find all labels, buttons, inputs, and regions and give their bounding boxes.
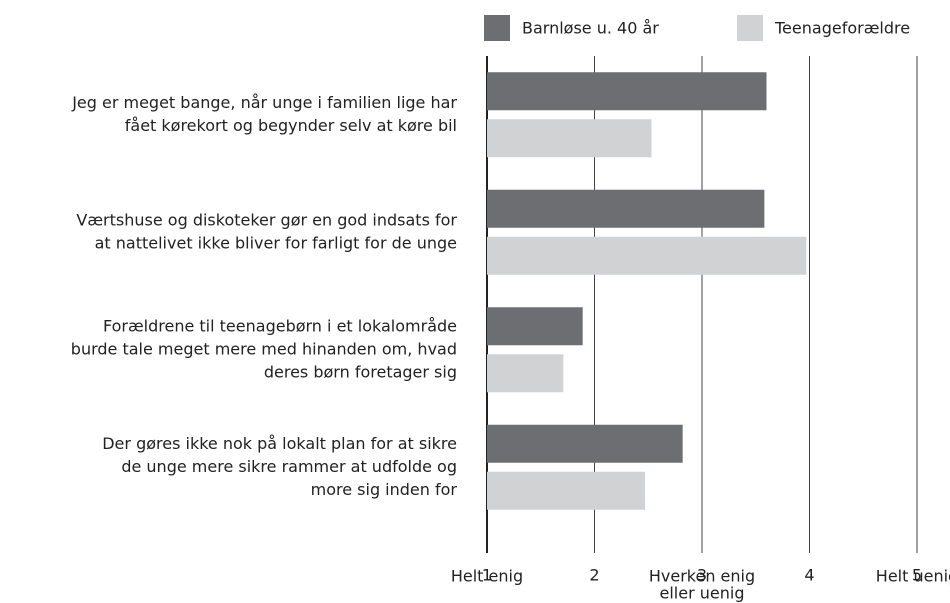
- bar: [487, 119, 652, 158]
- category-label: de unge mere sikre rammer at udfolde og: [121, 457, 457, 476]
- bar: [487, 354, 564, 393]
- scale-label: Helt enig: [451, 567, 523, 586]
- legend-label: Teenageforældre: [774, 19, 910, 38]
- category-label: more sig inden for: [311, 480, 458, 499]
- x-tick-label: 2: [589, 566, 599, 585]
- category-label: burde tale meget mere med hinanden om, h…: [71, 339, 457, 358]
- category-label: Der gøres ikke nok på lokalt plan for at…: [102, 434, 457, 453]
- x-tick-label: 5: [912, 566, 922, 585]
- bar: [487, 471, 646, 510]
- legend-label: Barnløse u. 40 år: [522, 19, 659, 38]
- legend-swatch: [737, 15, 763, 41]
- legend-swatch: [484, 15, 510, 41]
- bar: [487, 236, 807, 275]
- category-label: Jeg er meget bange, når unge i familien …: [71, 93, 457, 112]
- x-tick-label: 4: [804, 566, 814, 585]
- bar: [487, 189, 765, 228]
- x-tick-label: 3: [697, 566, 707, 585]
- scale-label: eller uenig: [660, 584, 745, 603]
- category-label: deres børn foretager sig: [264, 362, 457, 381]
- scale-label: Helt uenig: [876, 567, 950, 586]
- category-label: fået kørekort og begynder selv at køre b…: [125, 116, 457, 135]
- bar: [487, 72, 767, 111]
- bar: [487, 307, 583, 346]
- x-tick-label: 1: [482, 566, 492, 585]
- category-label: Forældrene til teenagebørn i et lokalomr…: [103, 316, 457, 335]
- category-label: Værtshuse og diskoteker gør en god indsa…: [76, 210, 457, 229]
- bar: [487, 424, 683, 463]
- scale-label: Hverken enig: [649, 567, 755, 586]
- category-label: at nattelivet ikke bliver for farligt fo…: [95, 233, 457, 252]
